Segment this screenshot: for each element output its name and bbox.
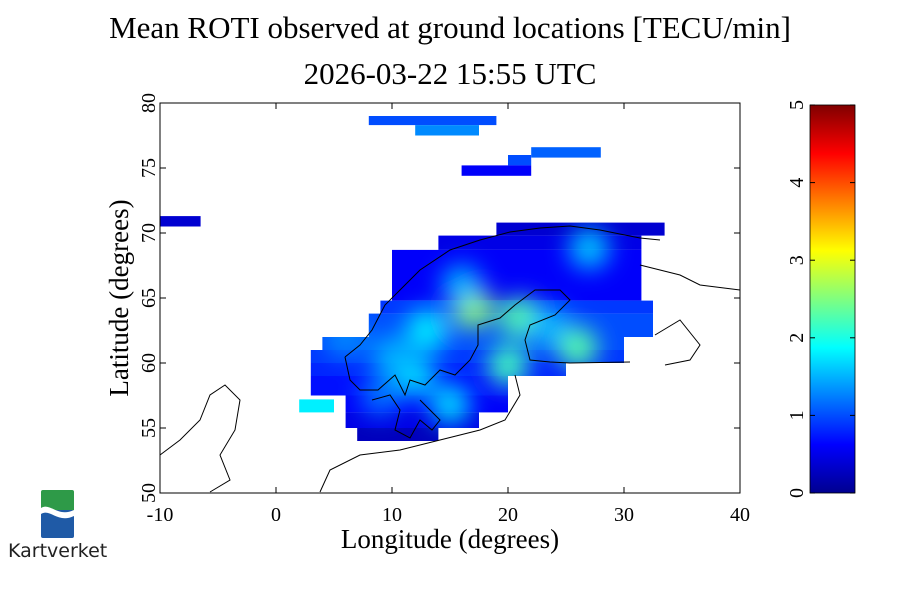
y-tick-label: 70 — [138, 223, 160, 243]
heatmap-cell — [299, 399, 334, 413]
x-axis-label: Longitude (degrees) — [341, 524, 559, 554]
heatmap-cell — [496, 222, 665, 236]
heatmap-hotspot — [528, 306, 569, 347]
heatmap-hotspots — [325, 228, 610, 425]
heatmap-hotspot — [372, 336, 412, 377]
heatmap-hotspot — [360, 375, 401, 416]
heatmap-cell — [160, 216, 201, 227]
colorbar-tick-label: 2 — [786, 333, 808, 343]
chart-subtitle: 2026-03-22 15:55 UTC — [303, 56, 597, 91]
colorbar-tick-label: 4 — [786, 178, 808, 188]
heatmap-hotspot — [430, 384, 470, 425]
heatmap-hotspot — [569, 228, 610, 269]
heatmap-cell — [438, 235, 642, 250]
y-axis-label: Latitude (degrees) — [104, 199, 134, 396]
heatmap-cell — [461, 165, 532, 176]
colorbar-tick-label: 3 — [786, 255, 808, 265]
y-tick-label: 55 — [138, 418, 160, 438]
heatmap-hotspot — [325, 317, 366, 357]
chart-title: Mean ROTI observed at ground locations [… — [109, 10, 791, 45]
colorbar-ticks: 0 1 2 3 4 5 — [786, 100, 855, 498]
axes: -10 0 10 20 30 40 50 55 60 65 70 75 80 — [138, 93, 750, 526]
heatmap-cell — [368, 116, 497, 126]
x-tick-label: 40 — [730, 504, 750, 526]
colorbar-tick-label: 1 — [786, 410, 808, 420]
x-tick-label: 20 — [498, 504, 518, 526]
x-tick-label: 30 — [614, 504, 634, 526]
y-tick-label: 80 — [138, 93, 160, 113]
heatmap-cell — [531, 147, 601, 158]
heatmap-cell — [415, 125, 479, 136]
heatmap-cell — [508, 155, 532, 166]
x-tick-label: 10 — [382, 504, 402, 526]
x-tick-label: -10 — [147, 504, 174, 526]
coastlines — [159, 225, 741, 493]
y-tick-label: 65 — [138, 288, 160, 308]
y-tick-label: 50 — [138, 483, 160, 503]
heatmap-cell — [357, 428, 439, 441]
heatmap-hotspot — [406, 310, 447, 351]
heatmap-hotspot — [441, 265, 482, 305]
heatmap-hotspot — [557, 327, 598, 368]
y-tick-label: 60 — [138, 353, 160, 373]
kartverket-logo-text: Kartverket — [8, 540, 108, 562]
colorbar-tick-label: 5 — [786, 100, 808, 110]
colorbar — [810, 105, 855, 493]
colorbar-tick-label: 0 — [786, 488, 808, 498]
kartverket-logo-icon — [41, 490, 74, 538]
heatmap-hotspot — [488, 345, 528, 386]
x-tick-label: 0 — [271, 504, 281, 526]
y-tick-label: 75 — [138, 158, 160, 178]
